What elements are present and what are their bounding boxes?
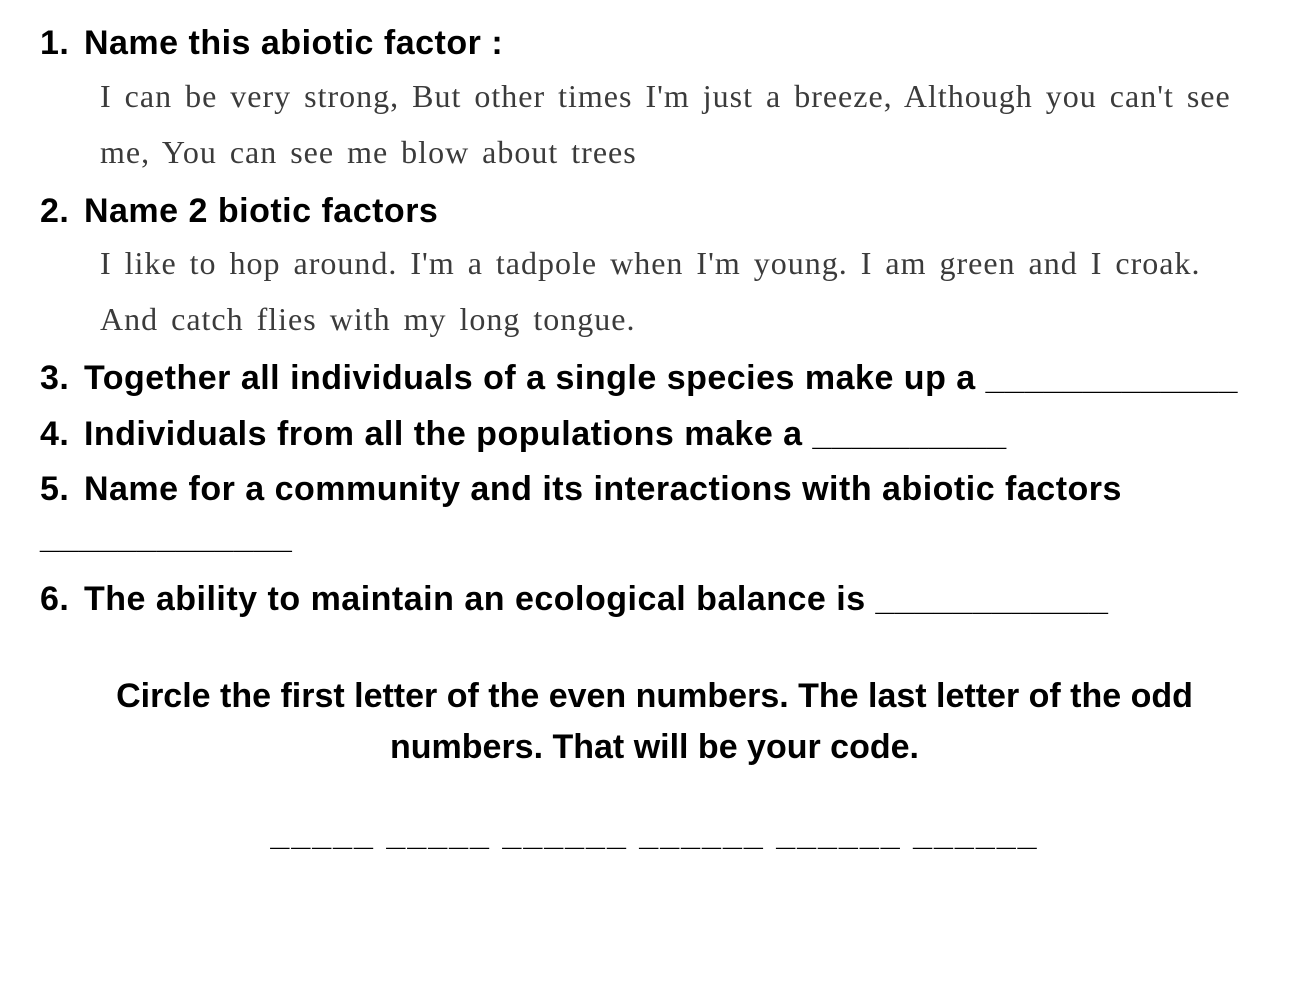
question-4-text: Individuals from all the populations mak…: [84, 415, 1007, 453]
question-3-text: Together all individuals of a single spe…: [84, 359, 1238, 397]
question-6-prompt: 6. The ability to maintain an ecological…: [40, 576, 1269, 624]
question-3-prompt: 3. Together all individuals of a single …: [40, 355, 1269, 403]
question-2-number: 2.: [40, 188, 74, 236]
question-6: 6. The ability to maintain an ecological…: [40, 576, 1269, 624]
question-3: 3. Together all individuals of a single …: [40, 355, 1269, 403]
question-2-text: Name 2 biotic factors: [84, 192, 438, 230]
question-6-number: 6.: [40, 576, 74, 624]
question-4: 4. Individuals from all the populations …: [40, 411, 1269, 459]
question-1-response: I can be very strong, But other times I'…: [40, 68, 1269, 180]
question-5-text: Name for a community and its interaction…: [40, 470, 1122, 556]
question-1-text: Name this abiotic factor :: [84, 24, 503, 62]
question-1: 1. Name this abiotic factor : I can be v…: [40, 20, 1269, 180]
question-6-text: The ability to maintain an ecological ba…: [84, 580, 1109, 618]
question-1-prompt: 1. Name this abiotic factor :: [40, 20, 1269, 68]
question-4-prompt: 4. Individuals from all the populations …: [40, 411, 1269, 459]
question-3-number: 3.: [40, 355, 74, 403]
question-4-number: 4.: [40, 411, 74, 459]
question-1-number: 1.: [40, 20, 74, 68]
code-instructions: Circle the first letter of the even numb…: [40, 671, 1269, 773]
question-5: 5. Name for a community and its interact…: [40, 466, 1269, 561]
question-2-prompt: 2. Name 2 biotic factors: [40, 188, 1269, 236]
code-blanks: _____ _____ ______ ______ ______ ______: [40, 815, 1269, 854]
question-5-number: 5.: [40, 466, 74, 514]
worksheet-page: 1. Name this abiotic factor : I can be v…: [0, 0, 1309, 874]
question-2-response: I like to hop around. I'm a tadpole when…: [40, 235, 1269, 347]
question-2: 2. Name 2 biotic factors I like to hop a…: [40, 188, 1269, 348]
question-5-prompt: 5. Name for a community and its interact…: [40, 466, 1269, 561]
